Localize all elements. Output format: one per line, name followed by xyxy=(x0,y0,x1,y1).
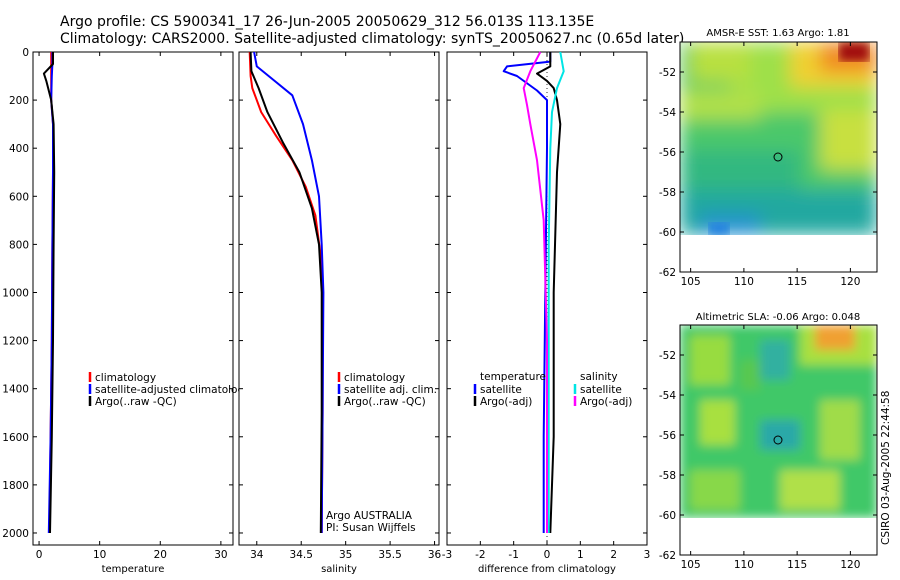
temperature-ytick-label: 2000 xyxy=(2,528,29,540)
difference-series-temperature-satellite xyxy=(502,52,552,533)
temperature-series-argo-raw-qc- xyxy=(42,52,56,534)
difference-legend-temperature-header: temperature xyxy=(480,371,546,383)
sla-map-xtick-label: 110 xyxy=(734,559,754,571)
difference-xtick-label: -3 xyxy=(442,549,452,561)
difference-xtick-label: 2 xyxy=(610,549,617,561)
difference-legend-salinity-header: salinity xyxy=(580,371,618,383)
difference-xtick-label: 1 xyxy=(577,549,584,561)
sst-map-ytick-label: -54 xyxy=(659,107,676,119)
salinity-xtick-label: 35 xyxy=(339,549,352,561)
salinity-xtick-label: 35.5 xyxy=(378,549,401,561)
sla-map-ytick-label: -52 xyxy=(659,350,676,362)
difference-xtick-label: -1 xyxy=(508,549,518,561)
temperature-xlabel: temperature xyxy=(102,564,165,575)
temperature-ytick-label: 1600 xyxy=(2,432,29,444)
salinity-legend-2-label: Argo(..raw -QC) xyxy=(344,396,426,408)
sla-map-ytick-label: -54 xyxy=(659,390,676,402)
sst-map-title: AMSR-E SST: 1.63 Argo: 1.81 xyxy=(706,28,849,39)
difference-legend-1-label: Argo(-adj) xyxy=(480,396,532,408)
difference-legend-2-label: satellite xyxy=(580,384,622,396)
sst-map-ytick-label: -62 xyxy=(659,267,676,279)
sst-map-xtick-label: 115 xyxy=(787,276,807,288)
difference-legend-0-label: satellite xyxy=(480,384,522,396)
sla-map-xtick-label: 120 xyxy=(840,559,860,571)
difference-series-salinity-argo-adj- xyxy=(522,51,548,533)
sst-map-xtick-label: 120 xyxy=(840,276,860,288)
sla-map-xtick-label: 115 xyxy=(787,559,807,571)
temperature-ytick-label: 1200 xyxy=(2,336,29,348)
temperature-xtick-label: 10 xyxy=(93,549,106,561)
sla-map-ytick-label: -62 xyxy=(659,550,676,562)
temperature-ytick-label: 200 xyxy=(9,95,29,107)
climatology-title: Climatology: CARS2000. Satellite-adjuste… xyxy=(60,31,685,47)
map-axes: 105 110 115 120 -52 -54 -56 -58 -60 -62 105 110 115 1… xyxy=(659,42,877,571)
difference-legend-3-label: Argo(-adj) xyxy=(580,396,632,408)
temperature-panel: 0 10 20 30 0 200 400 600 800 1000 1200 1400 1600 1800… xyxy=(2,47,250,575)
temperature-frame xyxy=(32,51,234,546)
temperature-ytick-label: 800 xyxy=(9,239,29,251)
timestamp-stamp: CSIRO 03-Aug-2005 22:44:58 xyxy=(880,391,892,545)
salinity-xtick-label: 34.5 xyxy=(290,549,313,561)
temperature-ytick-label: 1800 xyxy=(2,480,29,492)
temperature-ytick-label: 600 xyxy=(9,191,29,203)
temperature-xtick-label: 20 xyxy=(154,549,167,561)
sst-map-xtick-label: 110 xyxy=(734,276,754,288)
temperature-ytick-label: 400 xyxy=(9,143,29,155)
sla-map-title: Altimetric SLA: -0.06 Argo: 0.048 xyxy=(696,312,861,323)
difference-xlabel: difference from climatology xyxy=(478,564,616,575)
difference-panel: -3 -2 -1 0 1 2 3 difference from climatology tem… xyxy=(442,51,651,575)
difference-series-temperature-argo-adj- xyxy=(536,52,562,534)
salinity-legend-0-label: climatology xyxy=(344,372,405,384)
sla-map-ytick-label: -60 xyxy=(659,510,676,522)
salinity-xtick-label: 36 xyxy=(428,549,442,561)
difference-xtick-label: -2 xyxy=(475,549,485,561)
salinity-xtick-label: 34 xyxy=(250,549,264,561)
temperature-ytick-label: 1400 xyxy=(2,384,29,396)
temperature-legend-2-label: Argo(..raw -QC) xyxy=(95,396,177,408)
temperature-legend-0-label: climatology xyxy=(95,372,156,384)
difference-xtick-label: 3 xyxy=(644,549,651,561)
sla-argo-marker xyxy=(773,435,783,445)
sst-field xyxy=(680,42,877,235)
temperature-ytick-label: 0 xyxy=(22,47,29,59)
sst-map-xtick-label: 105 xyxy=(681,276,701,288)
sst-map-ytick-label: -52 xyxy=(659,67,676,79)
temperature-xtick-label: 30 xyxy=(214,549,227,561)
sst-map xyxy=(679,41,878,273)
salinity-panel: 34 34.5 35 35.5 36 salinity climatologysatelli… xyxy=(238,51,442,575)
sla-map-ytick-label: -56 xyxy=(659,430,676,442)
pi-label: PI: Susan Wijffels xyxy=(326,522,416,534)
sst-map-ytick-label: -56 xyxy=(659,147,676,159)
difference-xtick-label: 0 xyxy=(544,549,551,561)
temperature-legend-1-label: satellite-adjusted climatology xyxy=(95,384,250,396)
salinity-frame xyxy=(238,51,440,546)
sla-map xyxy=(679,324,878,556)
institution-label: Argo AUSTRALIA xyxy=(326,510,413,522)
salinity-series-satellite-adj-clim- xyxy=(253,51,325,534)
sla-map-ytick-label: -58 xyxy=(659,470,676,482)
temperature-xtick-label: 0 xyxy=(36,549,43,561)
sst-map-ytick-label: -60 xyxy=(659,227,676,239)
salinity-legend-1-label: satellite adj. clim. xyxy=(344,384,437,396)
sla-map-xtick-label: 105 xyxy=(681,559,701,571)
difference-series-salinity-satellite xyxy=(547,51,565,533)
salinity-series-argo-raw-qc- xyxy=(249,51,323,534)
sst-argo-marker xyxy=(773,152,783,162)
salinity-xlabel: salinity xyxy=(321,564,357,575)
sst-map-ytick-label: -58 xyxy=(659,187,676,199)
temperature-ytick-label: 1000 xyxy=(2,287,29,299)
profile-title: Argo profile: CS 5900341_17 26-Jun-2005 … xyxy=(60,14,595,30)
sla-field xyxy=(680,325,877,518)
